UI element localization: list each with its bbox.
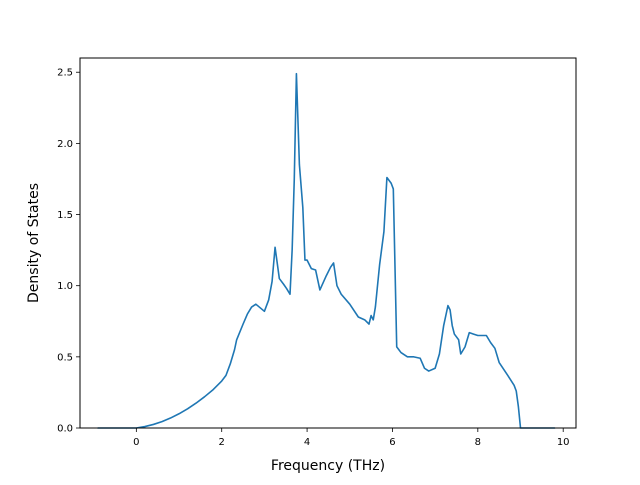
y-axis-label: Density of States xyxy=(26,183,42,303)
x-tick-label: 4 xyxy=(304,437,310,448)
x-tick-label: 10 xyxy=(557,437,570,448)
x-tick-label: 2 xyxy=(219,437,225,448)
y-tick-label: 0.5 xyxy=(57,352,73,363)
y-tick-label: 0.0 xyxy=(57,424,73,435)
y-tick-label: 1.5 xyxy=(57,210,73,221)
x-tick-label: 6 xyxy=(389,437,395,448)
data-layer xyxy=(97,72,556,429)
x-tick-label: 8 xyxy=(475,437,481,448)
plot-area xyxy=(80,58,576,428)
y-tick-label: 1.0 xyxy=(57,281,73,292)
y-tick-label: 2.5 xyxy=(57,68,73,79)
x-tick-label: 0 xyxy=(133,437,139,448)
y-tick-label: 2.0 xyxy=(57,139,73,150)
series-line-0 xyxy=(97,72,556,429)
tick-layer: 0 2 4 6 8 10 0.0 0.5 1.0 1.5 2.0 2.5 xyxy=(57,68,569,448)
x-axis-label: Frequency (THz) xyxy=(271,458,385,474)
plot-frame xyxy=(79,57,577,429)
